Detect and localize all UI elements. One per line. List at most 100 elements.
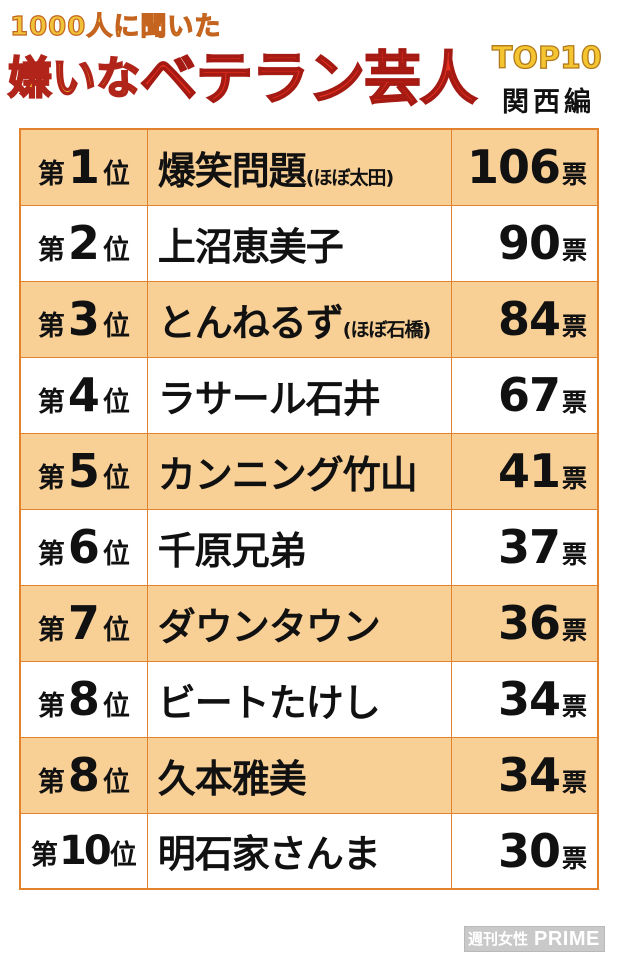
ranking-row: 第5 位カンニング竹山 41票: [19, 432, 599, 510]
comedian-name: 千原兄弟: [157, 528, 307, 573]
rank-cell: 第6 位: [19, 508, 148, 586]
vote-count: 41: [497, 444, 561, 498]
rank-prefix: 第: [37, 539, 65, 570]
vote-count: 34: [497, 672, 561, 726]
vote-count: 84: [497, 292, 561, 346]
rank-prefix: 第: [37, 311, 65, 342]
votes-cell: 41票: [451, 432, 599, 510]
ranking-row: 第1 位爆笑問題(ほぼ太田) 106票: [19, 128, 599, 206]
comedian-name: ダウンタウン: [157, 604, 381, 649]
comedian-name-cell: 上沼恵美子: [146, 204, 453, 282]
comedian-name-cell: 久本雅美: [146, 736, 453, 814]
comedian-name: 上沼恵美子: [157, 224, 344, 269]
vote-unit: 票: [561, 540, 587, 569]
rank-number: 6: [67, 520, 100, 574]
rank-number: 5: [67, 444, 100, 498]
comedian-name: 久本雅美: [157, 756, 307, 801]
ranking-row: 第4 位ラサール石井 67票: [19, 356, 599, 434]
vote-count: 37: [497, 520, 561, 574]
vote-count: 90: [497, 216, 561, 270]
vote-unit: 票: [561, 616, 587, 645]
title: 嫌いなベテラン芸人: [7, 44, 478, 114]
ranking-row: 第2 位上沼恵美子 90票: [19, 204, 599, 282]
rank-suffix: 位: [102, 539, 130, 570]
rank-number: 1: [67, 140, 100, 195]
votes-cell: 34票: [451, 660, 599, 738]
rank-prefix: 第: [37, 691, 65, 722]
votes-cell: 90票: [451, 204, 599, 282]
credit-prime: PRIME: [531, 927, 604, 951]
rank-suffix: 位: [102, 159, 130, 191]
rank-suffix: 位: [102, 615, 130, 646]
vote-unit: 票: [561, 768, 587, 797]
ranking-row: 第6 位千原兄弟 37票: [19, 508, 599, 586]
rank-cell: 第1 位: [19, 128, 148, 206]
subtitle: 1000人に聞いた: [9, 11, 222, 42]
comedian-name: 明石家さんま: [157, 832, 381, 877]
title-part1: 嫌いな: [7, 52, 141, 105]
ranking-row: 第10位 明石家さんま 30票: [19, 812, 599, 890]
vote-count: 106: [466, 140, 561, 195]
rank-cell: 第8 位: [19, 660, 148, 738]
rank-suffix: 位: [102, 767, 130, 798]
comedian-name: ビートたけし: [157, 680, 381, 725]
ranking-table: 第1 位爆笑問題(ほぼ太田) 106票 第2 位上沼恵美子 90票 第3 位とんねるず(ほぼ石…: [19, 128, 599, 890]
comedian-name: 爆笑問題: [157, 148, 307, 193]
comedian-note: (ほぼ石橋): [342, 318, 431, 341]
header: 1000人に聞いた 嫌いなベテラン芸人 TOP10 関西編: [0, 0, 620, 122]
votes-cell: 106票: [451, 128, 599, 206]
rank-number: 4: [67, 368, 100, 422]
comedian-note: (ほぼ太田): [305, 166, 394, 189]
rank-cell: 第10位: [19, 812, 148, 890]
rank-number: 8: [67, 672, 100, 726]
votes-cell: 36票: [451, 584, 599, 662]
rank-cell: 第3 位: [19, 280, 148, 358]
ranking-row: 第3 位とんねるず(ほぼ石橋) 84票: [19, 280, 599, 358]
vote-unit: 票: [561, 236, 587, 265]
rank-prefix: 第: [37, 463, 65, 494]
votes-cell: 67票: [451, 356, 599, 434]
vote-unit: 票: [561, 692, 587, 721]
rank-suffix: 位: [102, 387, 130, 418]
comedian-name-cell: 千原兄弟: [146, 508, 453, 586]
rank-prefix: 第: [37, 159, 65, 191]
comedian-name: とんねるず: [157, 300, 344, 345]
vote-count: 30: [497, 823, 561, 878]
rank-number: 10: [59, 827, 112, 874]
rank-prefix: 第: [31, 839, 59, 871]
vote-count: 67: [497, 368, 561, 422]
rank-suffix: 位: [102, 691, 130, 722]
vote-unit: 票: [561, 843, 587, 873]
votes-cell: 84票: [451, 280, 599, 358]
comedian-name-cell: カンニング竹山: [146, 432, 453, 510]
comedian-name-cell: 明石家さんま: [146, 812, 453, 890]
rank-prefix: 第: [37, 615, 65, 646]
comedian-name-cell: ビートたけし: [146, 660, 453, 738]
comedian-name: カンニング竹山: [157, 452, 418, 497]
comedian-name-cell: とんねるず(ほぼ石橋): [146, 280, 453, 358]
rank-number: 3: [67, 292, 100, 346]
votes-cell: 30票: [451, 812, 599, 890]
votes-cell: 34票: [451, 736, 599, 814]
title-part2: ベテラン芸人: [139, 45, 478, 113]
comedian-name-cell: ラサール石井: [146, 356, 453, 434]
credit-logo: 週刊女性 PRIME: [464, 926, 605, 952]
rank-cell: 第2 位: [19, 204, 148, 282]
vote-unit: 票: [561, 160, 587, 190]
rank-number: 2: [67, 216, 100, 270]
vote-count: 36: [497, 596, 561, 650]
comedian-name-cell: 爆笑問題(ほぼ太田): [146, 128, 453, 206]
ranking-row: 第7 位ダウンタウン 36票: [19, 584, 599, 662]
rank-cell: 第8 位: [19, 736, 148, 814]
rank-suffix: 位: [102, 311, 130, 342]
rank-suffix: 位: [109, 839, 137, 871]
vote-unit: 票: [561, 312, 587, 341]
comedian-name: ラサール石井: [157, 376, 381, 421]
region-label: 関西編: [502, 87, 595, 118]
vote-count: 34: [497, 748, 561, 802]
rank-number: 8: [67, 748, 100, 802]
comedian-name-cell: ダウンタウン: [146, 584, 453, 662]
rank-cell: 第7 位: [19, 584, 148, 662]
rank-suffix: 位: [102, 463, 130, 494]
ranking-row: 第8 位久本雅美 34票: [19, 736, 599, 814]
